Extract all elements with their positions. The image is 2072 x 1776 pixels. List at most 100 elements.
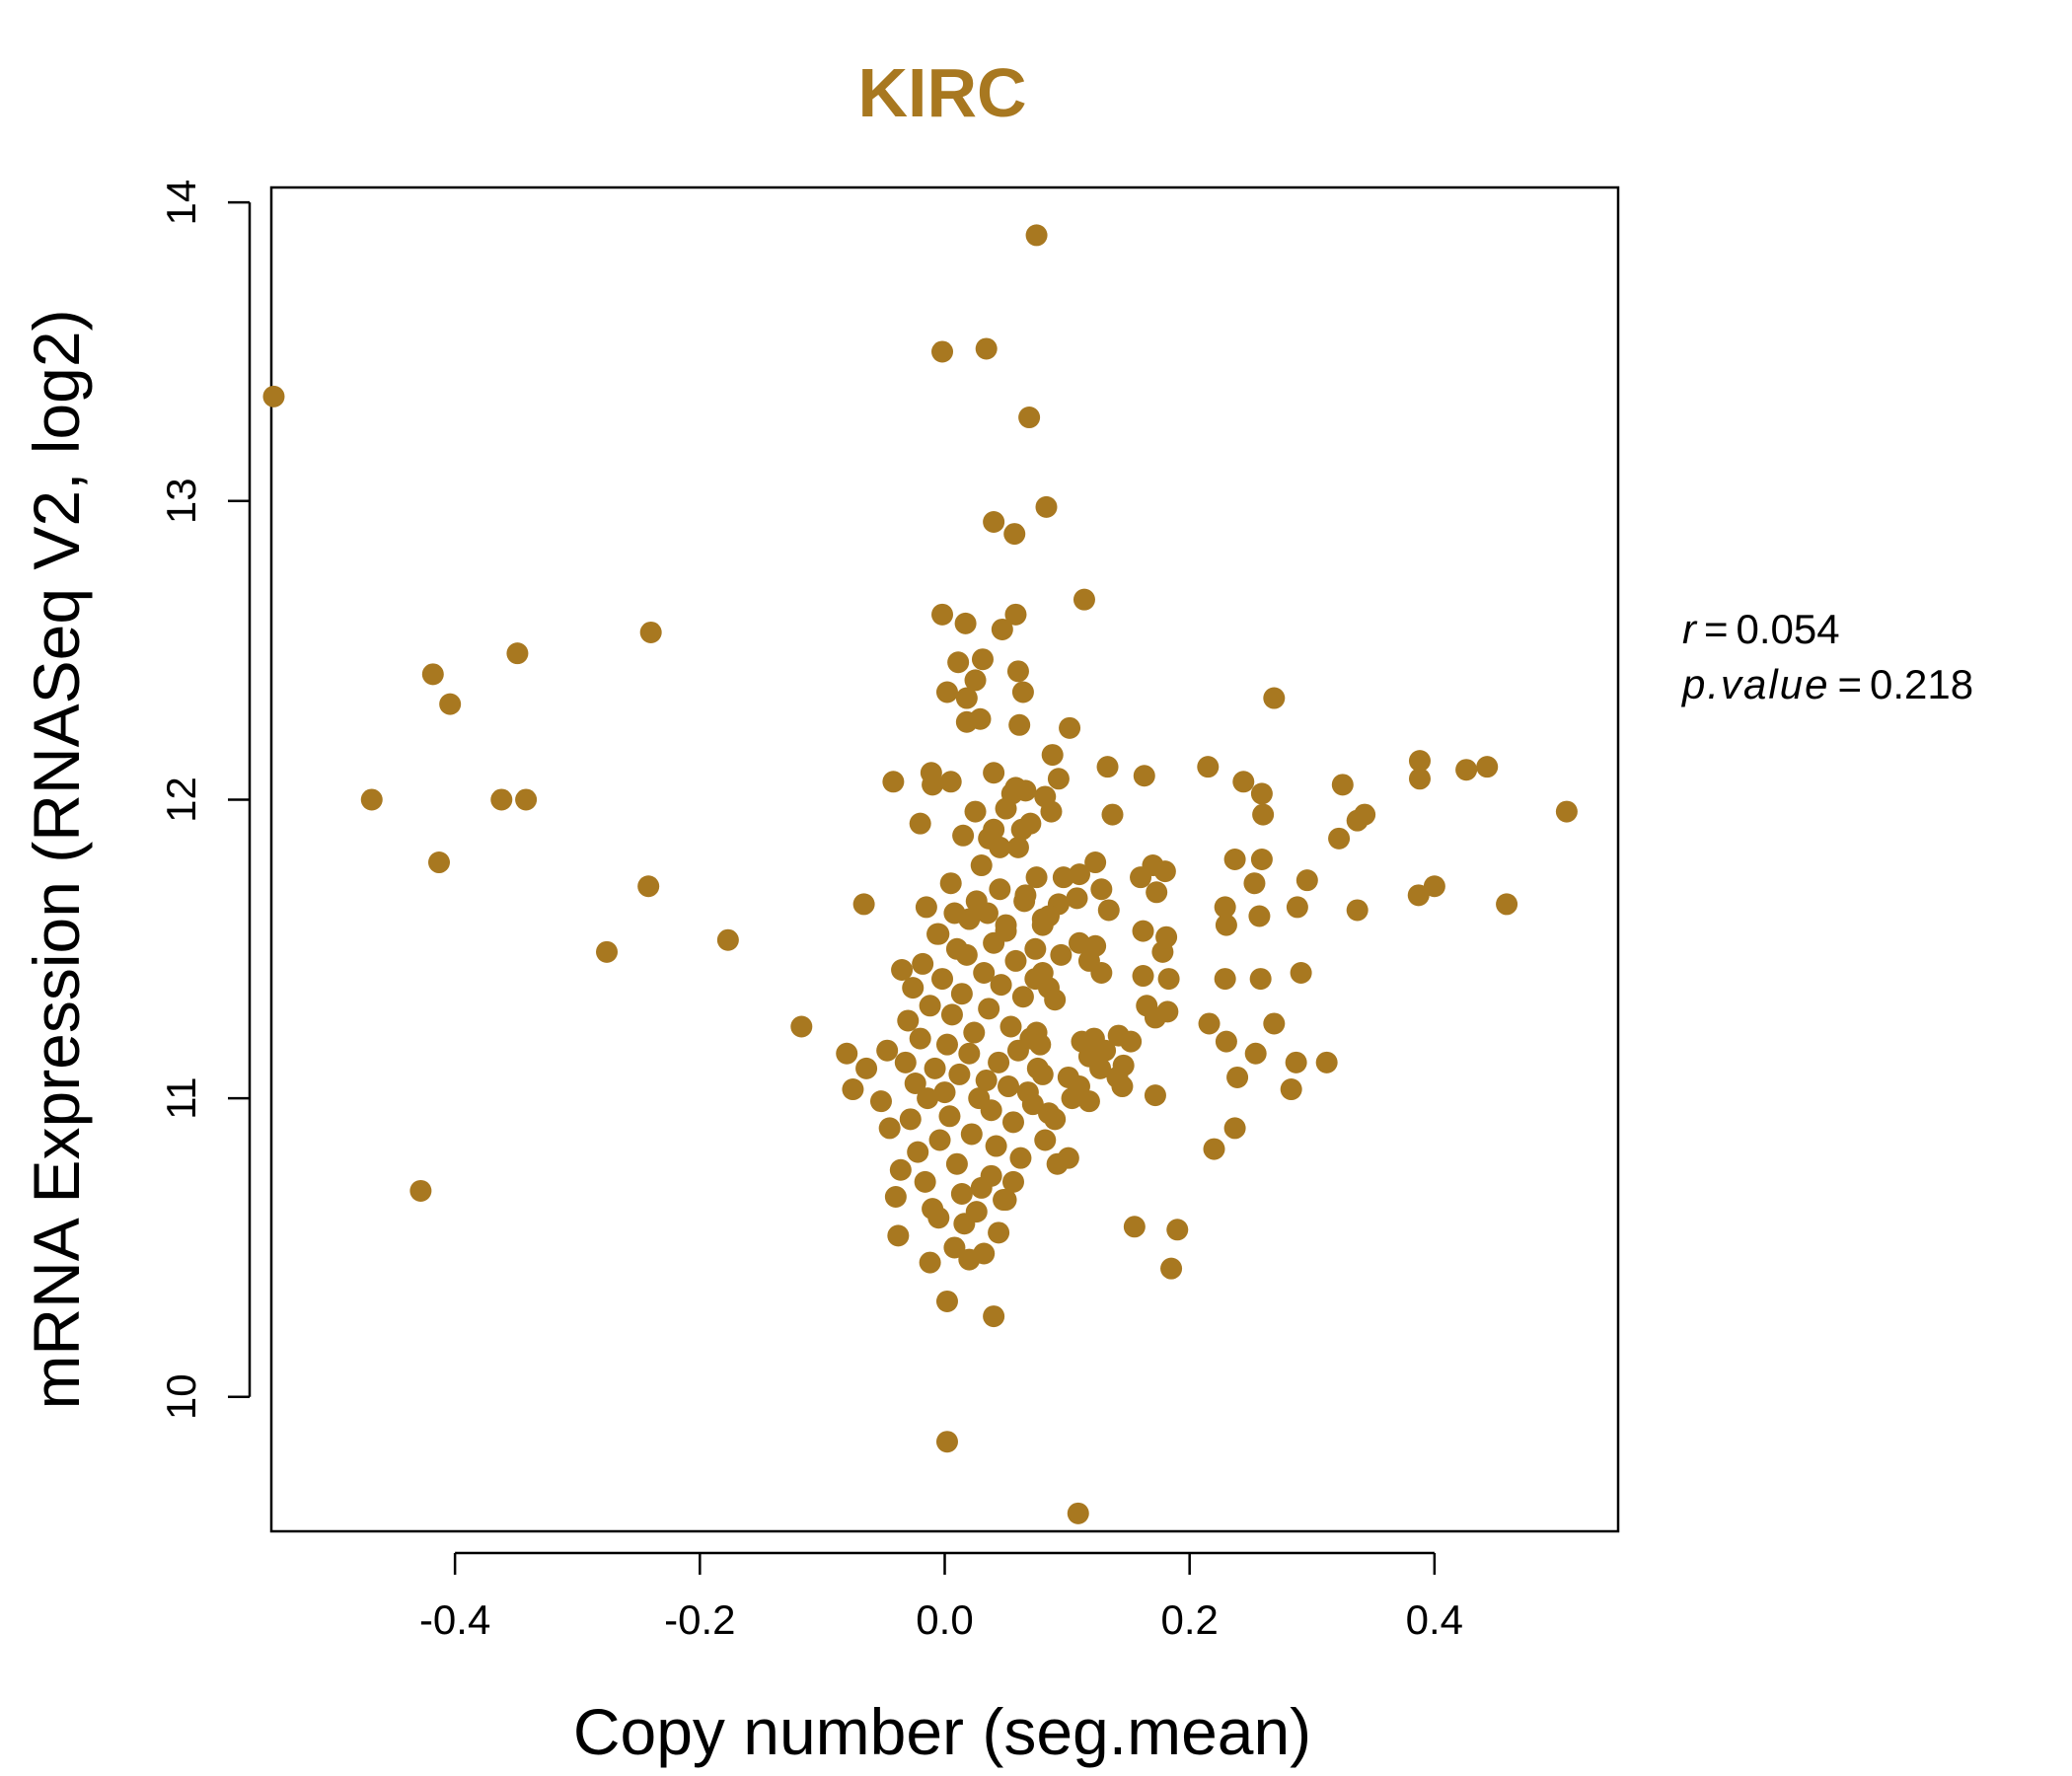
- data-point: [991, 618, 1013, 640]
- data-points: [262, 224, 1578, 1524]
- data-point: [1249, 968, 1272, 991]
- r-statistic: r = 0.054: [1682, 606, 1840, 652]
- data-point: [1354, 803, 1376, 826]
- data-point: [935, 1290, 958, 1312]
- data-point: [1073, 588, 1095, 611]
- data-point: [1408, 750, 1431, 773]
- data-point: [998, 1075, 1020, 1098]
- data-point: [596, 940, 619, 963]
- data-point: [884, 1186, 907, 1209]
- data-point: [1120, 1030, 1143, 1053]
- data-point: [790, 1015, 813, 1038]
- data-point: [1232, 771, 1255, 793]
- data-point: [876, 1039, 899, 1062]
- data-point: [1160, 1257, 1183, 1280]
- x-tick-label: 0.2: [1160, 1596, 1218, 1643]
- data-point: [897, 1009, 920, 1032]
- y-tick-label: 12: [158, 777, 204, 823]
- data-point: [919, 1251, 941, 1274]
- data-point: [958, 1042, 981, 1065]
- data-point: [939, 872, 962, 895]
- x-axis: -0.4 -0.2 0.0 0.2 0.4: [419, 1551, 1463, 1643]
- data-point: [1166, 1219, 1189, 1241]
- data-point: [878, 1117, 901, 1140]
- data-point: [1001, 1111, 1024, 1134]
- data-point: [889, 1158, 912, 1181]
- y-tick-label: 14: [158, 180, 204, 226]
- data-point: [1144, 1084, 1166, 1107]
- data-point: [964, 669, 987, 692]
- data-point: [983, 762, 1005, 784]
- data-point: [1214, 896, 1236, 919]
- data-point: [1223, 1117, 1246, 1140]
- data-point: [637, 875, 660, 898]
- y-tick-label: 13: [158, 478, 204, 524]
- data-point: [1455, 759, 1478, 781]
- data-point: [995, 1189, 1017, 1212]
- data-point: [950, 983, 973, 1005]
- data-point: [988, 1221, 1010, 1244]
- data-point: [1263, 687, 1286, 709]
- data-point: [958, 908, 981, 930]
- data-point: [907, 1141, 929, 1163]
- data-point: [1290, 962, 1312, 985]
- data-point: [971, 648, 994, 671]
- data-point: [970, 854, 993, 877]
- data-point: [1013, 890, 1036, 913]
- data-point: [924, 1057, 946, 1079]
- data-point: [1223, 849, 1246, 870]
- data-point: [1006, 836, 1029, 858]
- data-point: [1067, 1502, 1089, 1524]
- p-value: 0.218: [1870, 661, 1973, 707]
- data-point: [909, 1027, 931, 1050]
- data-point: [1004, 603, 1027, 626]
- data-point: [950, 1182, 973, 1205]
- data-point: [917, 1087, 939, 1110]
- p-label: p.value: [1680, 661, 1829, 707]
- data-point: [1214, 968, 1236, 991]
- data-point: [1132, 920, 1154, 942]
- data-point: [1132, 965, 1154, 988]
- data-point: [1407, 884, 1430, 907]
- data-point: [939, 771, 962, 793]
- data-point: [915, 896, 937, 919]
- data-point: [1328, 827, 1351, 850]
- data-point: [1097, 899, 1120, 922]
- r-value: 0.054: [1737, 606, 1840, 652]
- data-point: [882, 771, 905, 793]
- data-point: [973, 962, 996, 985]
- data-point: [948, 1063, 971, 1085]
- data-point: [1069, 863, 1090, 886]
- data-point: [983, 1305, 1005, 1328]
- data-point: [1003, 523, 1026, 546]
- r-label: r: [1682, 606, 1698, 652]
- data-point: [995, 920, 1017, 942]
- data-point: [1018, 407, 1041, 429]
- data-point: [506, 642, 529, 665]
- data-point: [1248, 905, 1271, 927]
- data-point: [1111, 1075, 1134, 1098]
- x-axis-title: Copy number (seg.mean): [573, 1695, 1311, 1768]
- data-point: [947, 651, 970, 674]
- data-point: [891, 958, 914, 981]
- data-point: [938, 1105, 961, 1128]
- data-point: [1252, 803, 1275, 826]
- data-point: [1198, 1012, 1221, 1035]
- y-tick-label: 10: [158, 1373, 204, 1420]
- data-point: [1203, 1138, 1225, 1160]
- data-point: [1041, 744, 1064, 767]
- data-point: [1244, 1042, 1267, 1065]
- data-point: [1215, 1030, 1237, 1053]
- data-point: [1010, 818, 1033, 841]
- data-point: [1031, 914, 1054, 936]
- data-point: [1090, 962, 1113, 985]
- data-point: [954, 612, 977, 634]
- data-point: [999, 1015, 1022, 1038]
- data-point: [964, 800, 987, 823]
- data-point: [952, 824, 975, 847]
- data-point: [1250, 782, 1273, 805]
- data-point: [1044, 1108, 1067, 1131]
- data-point: [1031, 1063, 1054, 1085]
- x-tick-label: -0.4: [419, 1596, 490, 1643]
- data-point: [869, 1090, 892, 1113]
